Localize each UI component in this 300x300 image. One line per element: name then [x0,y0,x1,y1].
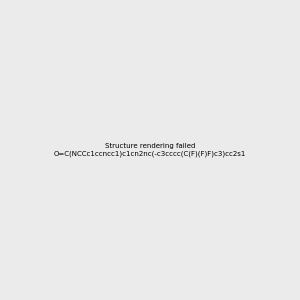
Text: Structure rendering failed
O=C(NCCc1ccncc1)c1cn2nc(-c3cccc(C(F)(F)F)c3)cc2s1: Structure rendering failed O=C(NCCc1ccnc… [54,143,246,157]
